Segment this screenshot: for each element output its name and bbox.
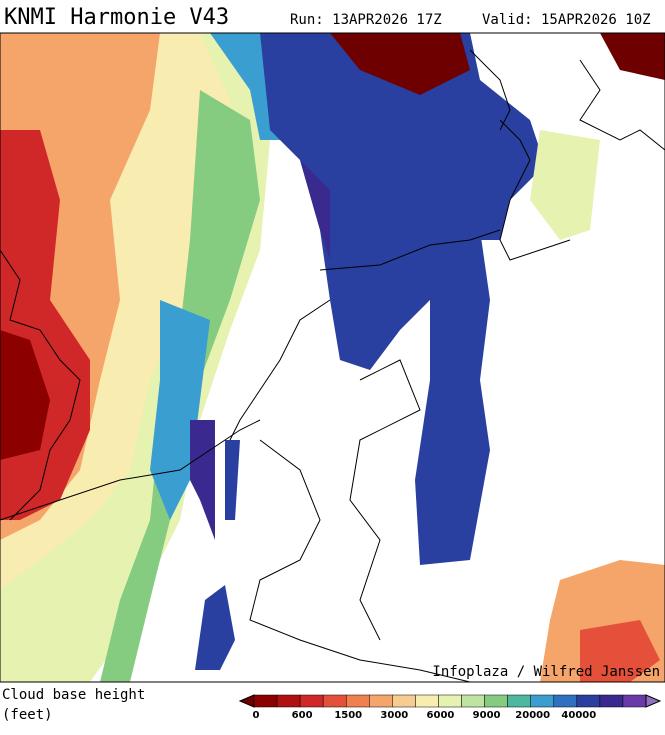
- colorbar-swatch: [553, 694, 578, 708]
- colorbar-label: 600: [292, 710, 313, 721]
- colorbar-label: 40000: [561, 710, 596, 721]
- colorbar-label: 1500: [334, 710, 362, 721]
- colorbar-arrow-right: [645, 694, 662, 708]
- colorbar-swatch: [461, 694, 485, 708]
- colorbar-label: 20000: [515, 710, 550, 721]
- coastlines: [0, 49, 665, 683]
- colorbar-swatch: [322, 694, 347, 708]
- colorbar-swatch: [622, 694, 647, 708]
- valid-time: Valid: 15APR2026 10Z: [482, 12, 651, 28]
- title: KNMI Harmonie V43: [4, 5, 229, 30]
- colorbar-swatch: [599, 694, 624, 708]
- colorbar-swatch: [299, 694, 324, 708]
- colorbar-swatch: [415, 694, 439, 708]
- colorbar-label: 0: [253, 710, 260, 721]
- colorbar-label: 3000: [380, 710, 408, 721]
- colorbar-label: 6000: [427, 710, 455, 721]
- colorbar-swatch: [530, 694, 555, 708]
- colorbar-swatch: [276, 694, 301, 708]
- colorbar-swatch: [253, 694, 278, 708]
- run-time: Run: 13APR2026 17Z: [290, 12, 442, 28]
- colorbar-label: 9000: [473, 710, 501, 721]
- map-frame: [0, 32, 665, 683]
- credit: Infoplaza / Wilfred Janssen: [432, 664, 660, 680]
- colorbar-swatch: [438, 694, 462, 708]
- legend-unit: (feet): [2, 707, 53, 723]
- colorbar-swatch: [484, 694, 508, 708]
- legend-title: Cloud base height: [2, 687, 145, 703]
- colorbar-swatch: [392, 694, 416, 708]
- colorbar-swatch: [576, 694, 601, 708]
- colorbar-swatch: [345, 694, 370, 708]
- colorbar-swatch: [507, 694, 531, 708]
- map-field: [0, 33, 665, 682]
- colorbar-swatch: [369, 694, 393, 708]
- colorbar: 0 600 1500 3000 6000 9000 20000 40000: [238, 694, 662, 721]
